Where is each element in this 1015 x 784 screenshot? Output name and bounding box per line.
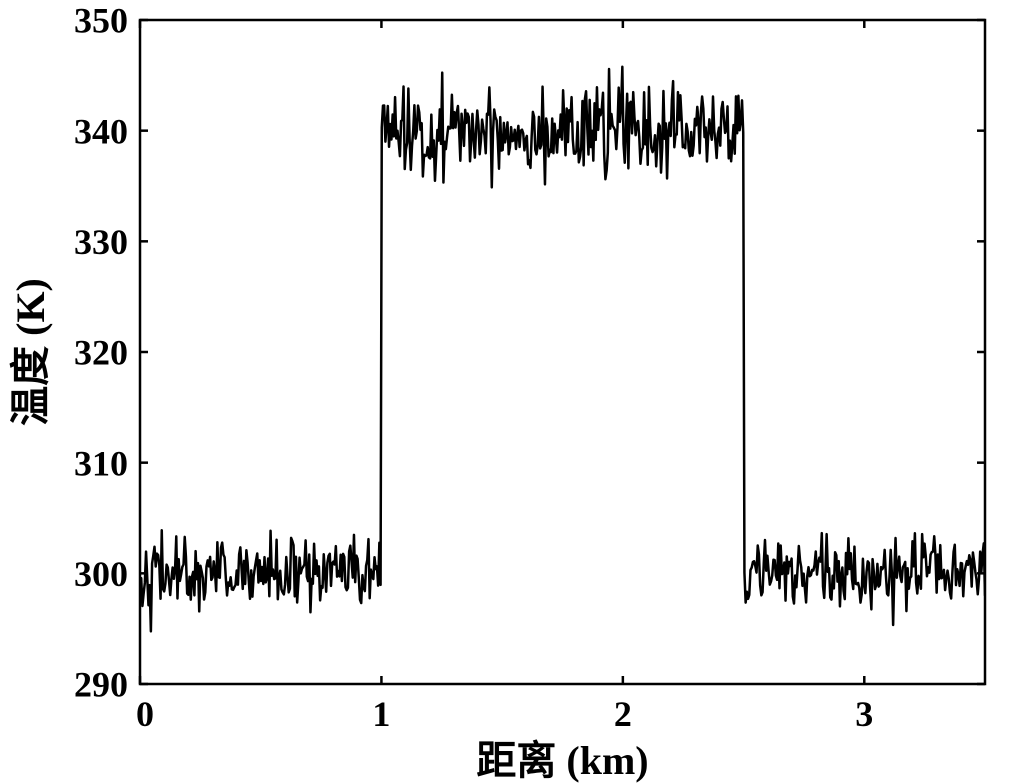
y-tick-label: 310 bbox=[74, 443, 128, 483]
x-tick-label: 2 bbox=[614, 694, 632, 734]
y-axis-label: 温度 (K) bbox=[8, 278, 53, 426]
y-tick-label: 340 bbox=[74, 111, 128, 151]
x-tick-label: 1 bbox=[372, 694, 390, 734]
y-tick-label: 290 bbox=[74, 665, 128, 705]
temperature-vs-distance-chart: 0 1 2 3 290 300 310 320 330 340 350 距离 (km) 温度 (K) bbox=[0, 0, 1015, 784]
y-tick-label: 300 bbox=[74, 554, 128, 594]
y-tick-label: 350 bbox=[74, 1, 128, 41]
x-tick-label: 3 bbox=[855, 694, 873, 734]
chart-container: 0 1 2 3 290 300 310 320 330 340 350 距离 (km) 温度 (K) bbox=[0, 0, 1015, 784]
y-tick-label: 330 bbox=[74, 222, 128, 262]
x-tick-label: 0 bbox=[136, 694, 154, 734]
x-axis-label: 距离 (km) bbox=[476, 738, 648, 783]
y-tick-label: 320 bbox=[74, 333, 128, 373]
